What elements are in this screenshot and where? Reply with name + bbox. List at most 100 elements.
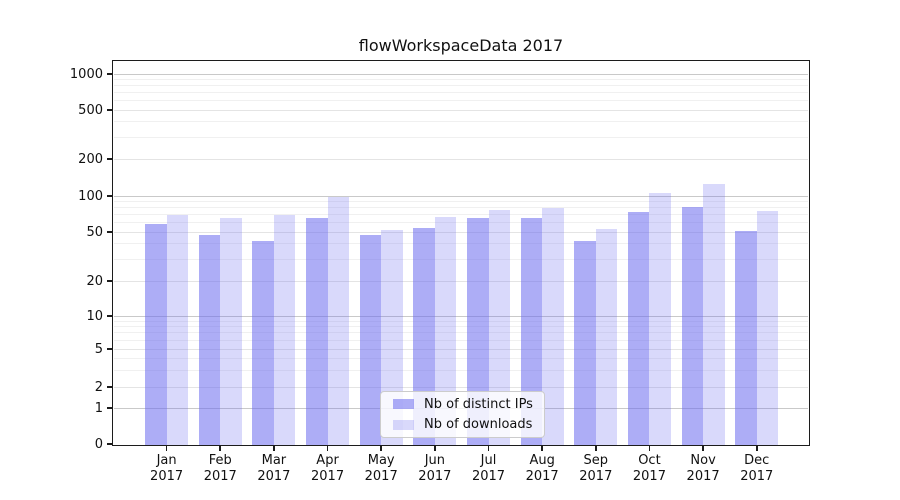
x-tick-month: May [367, 452, 395, 468]
bar-distinct-ips [145, 224, 167, 446]
legend: Nb of distinct IPs Nb of downloads [380, 391, 545, 438]
x-tick-month: Nov [690, 452, 716, 468]
y-tick-label: 10 [86, 308, 103, 324]
x-tick-year: 2017 [418, 468, 452, 484]
x-tick-mark [755, 445, 758, 451]
x-tick-label-sep: Sep 2017 [568, 453, 624, 485]
bar-distinct-ips [306, 217, 328, 446]
gridline-minor [114, 222, 808, 224]
gridline-minor [114, 258, 808, 260]
bar-distinct-ips [735, 230, 757, 446]
bar-downloads [220, 217, 242, 446]
x-tick-label-oct: Oct 2017 [621, 453, 677, 485]
bar-distinct-ips [681, 206, 704, 446]
bar-downloads [756, 210, 779, 446]
x-tick-month: Dec [744, 452, 770, 468]
y-tick-mark [107, 158, 112, 160]
bar-downloads [488, 210, 510, 446]
bar-downloads [166, 214, 189, 446]
x-tick-year: 2017 [525, 468, 559, 484]
y-tick-mark [107, 73, 112, 75]
x-tick-month: Mar [261, 452, 287, 468]
bar-downloads [649, 193, 671, 446]
bar-distinct-ips [467, 217, 489, 446]
legend-swatch-distinct-ips [393, 398, 414, 410]
gridline-minor [114, 85, 808, 87]
gridline-minor [114, 78, 808, 80]
x-tick-label-apr: Apr 2017 [300, 453, 356, 485]
y-tick-label: 1000 [69, 66, 103, 82]
gridline-minor [114, 207, 808, 209]
gridline-major [114, 195, 808, 197]
x-tick-mark [702, 445, 704, 451]
x-tick-year: 2017 [203, 468, 237, 484]
x-tick-year: 2017 [471, 468, 506, 484]
legend-label-downloads: Nb of downloads [424, 417, 533, 433]
y-tick-mark [107, 443, 112, 445]
gridline-minor [114, 326, 808, 328]
x-tick-month: Apr [316, 452, 339, 468]
x-tick-label-feb: Feb 2017 [192, 453, 248, 485]
bar-downloads [542, 208, 564, 446]
x-tick-label-dec: Dec 2017 [729, 453, 785, 485]
y-tick-label: 500 [78, 102, 103, 118]
x-tick-month: Sep [583, 452, 609, 468]
bar-distinct-ips [574, 241, 596, 446]
x-tick-year: 2017 [632, 468, 666, 484]
x-tick-mark [326, 445, 329, 451]
gridline [114, 386, 808, 388]
y-tick-label: 5 [94, 341, 103, 357]
y-tick-mark [107, 280, 112, 282]
y-tick-mark [107, 231, 112, 233]
bar-distinct-ips [520, 218, 543, 446]
y-tick-mark [107, 348, 112, 350]
gridline-minor [114, 320, 808, 322]
bar-distinct-ips [627, 212, 650, 446]
y-tick-label: 0 [94, 436, 103, 452]
gridline-minor [114, 243, 808, 245]
y-tick-label: 2 [94, 379, 103, 395]
y-tick-mark [107, 315, 112, 317]
gridline-minor [114, 332, 808, 334]
x-tick-month: Jun [424, 452, 445, 468]
legend-row-distinct-ips: Nb of distinct IPs [381, 396, 544, 413]
gridline [114, 231, 808, 233]
bar-distinct-ips [359, 235, 382, 446]
legend-row-downloads: Nb of downloads [381, 416, 544, 433]
y-tick-mark [107, 407, 112, 409]
x-tick-mark [273, 445, 275, 451]
x-tick-month: Feb [208, 452, 232, 468]
x-tick-year: 2017 [579, 468, 613, 484]
x-tick-month: Jan [156, 452, 177, 468]
y-tick-mark [107, 195, 112, 197]
gridline-minor [114, 121, 808, 123]
gridline-minor [114, 339, 808, 341]
x-tick-label-aug: Aug 2017 [514, 453, 570, 485]
bar-downloads [703, 184, 725, 446]
chart-title: flowWorkspaceData 2017 [358, 36, 564, 55]
x-tick-mark [648, 445, 651, 451]
bar-distinct-ips [252, 241, 274, 446]
bar-downloads [273, 215, 296, 446]
gridline-minor [114, 200, 808, 202]
gridline [114, 109, 808, 111]
gridline [114, 348, 808, 350]
legend-label-distinct-ips: Nb of distinct IPs [424, 396, 533, 412]
x-tick-year: 2017 [150, 468, 184, 484]
x-tick-mark [541, 445, 543, 451]
y-tick-label: 1 [94, 400, 103, 416]
x-tick-year: 2017 [740, 468, 774, 484]
x-tick-mark [165, 445, 168, 451]
gridline [114, 280, 808, 282]
legend-swatch-downloads [393, 419, 414, 431]
x-tick-year: 2017 [311, 468, 345, 484]
gridline-minor [114, 100, 808, 102]
gridline-major [114, 315, 808, 317]
x-tick-label-jul: Jul 2017 [461, 453, 517, 485]
x-tick-year: 2017 [257, 468, 291, 484]
gridline-minor [114, 136, 808, 138]
y-tick-mark [107, 386, 112, 388]
x-tick-mark [219, 445, 222, 451]
bar-downloads [327, 197, 350, 446]
